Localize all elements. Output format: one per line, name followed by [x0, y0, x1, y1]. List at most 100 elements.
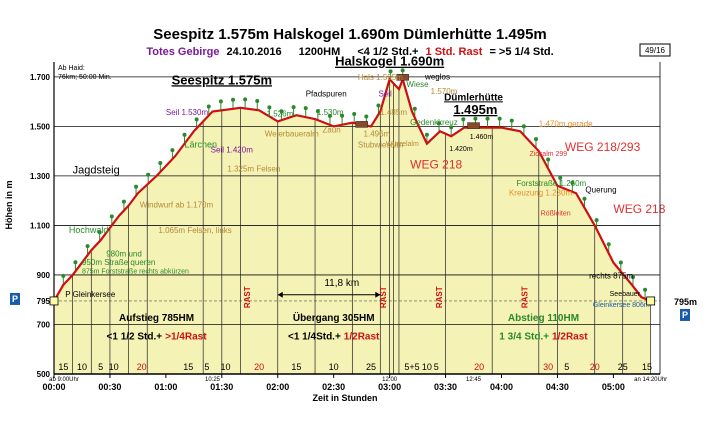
section-title-1: Übergang 305HM [293, 311, 375, 324]
annotation-layer: RAST RAST RAST RAST Seespitz 1.575m Halskogel… [58, 54, 665, 372]
annotation-33: Forststraße 1.260m [516, 179, 586, 188]
segment-minutes-4: 20 [137, 362, 147, 372]
annotation-23: Wiese [406, 80, 429, 89]
distance-arrow-left-head [277, 291, 283, 298]
rast-label-1: RAST [435, 286, 444, 308]
tree-crown [340, 113, 345, 118]
time-mark-1: 10:25 [205, 377, 221, 383]
y-axis-label: Höhen in m [4, 181, 14, 230]
tree-crown [424, 132, 429, 137]
tree-crown [558, 175, 563, 180]
annotation-12: 1.526m [267, 109, 294, 118]
annotation-29: WEG 218 [410, 157, 462, 171]
start-marker [49, 296, 59, 306]
x-tick-label-9: 04:30 [546, 382, 569, 392]
y-tick-label-1100: 1.100 [30, 221, 51, 230]
segment-minutes-10: 10 [329, 362, 339, 372]
annotation-5: 1.325m Felsen [227, 164, 280, 173]
tree-crown [400, 68, 405, 73]
tree-crown [449, 125, 454, 130]
segment-minutes-12: 5+5 [404, 362, 419, 372]
end-elevation-label: 795m [674, 297, 697, 307]
tree-crown [158, 160, 163, 165]
tree-crown [97, 230, 102, 235]
section-time-value-1: <1 1/4Std.+ [288, 331, 341, 342]
tree-crown [61, 273, 66, 278]
segment-minutes-15: 20 [474, 362, 484, 372]
segment-minutes-3: 10 [109, 362, 119, 372]
annotation-9: 950m Straße queren [82, 258, 155, 267]
x-tick-label-0: 00:00 [42, 382, 65, 392]
page-badge-box [639, 43, 671, 57]
peak-label-2: Dümlerhütte [444, 92, 503, 103]
tree-crown [73, 260, 78, 265]
annotation-19: Hals 1.595m [358, 73, 403, 82]
profile-line-layer [53, 74, 652, 303]
tree-crown [267, 105, 272, 110]
annotation-28: 1.460m [470, 134, 494, 141]
tree-crown [170, 148, 175, 153]
subtitle-hm: 1200HM [299, 46, 341, 58]
tree-crown [643, 287, 648, 292]
rast-label-2: RAST [379, 286, 388, 308]
subtitle-group: Totes Gebirge [146, 46, 219, 58]
x-axis-label: Zeit in Stunden [313, 393, 378, 403]
y-tick-label-700: 700 [37, 320, 51, 329]
segment-minutes-7: 10 [221, 362, 231, 372]
segment-minutes-11: 25 [366, 362, 376, 372]
annotation-1: Hochwald [69, 225, 109, 235]
tree-crown [618, 260, 623, 265]
annotation-31: 1.470m gerade [539, 119, 593, 128]
tree-crown [437, 121, 442, 126]
segment-minutes-0: 15 [58, 362, 68, 372]
rast-label-0: RAST [243, 286, 252, 308]
annotation-22: Wurzelalm [386, 141, 419, 148]
tree-crown [303, 106, 308, 111]
segment-minutes-5: 15 [183, 362, 193, 372]
annotation-41: 11,8 km [324, 278, 359, 289]
x-tick-label-8: 04:00 [490, 382, 513, 392]
segment-minutes-6: 5 [204, 362, 209, 372]
segment-minutes-14: 5 [434, 362, 439, 372]
page-badge: 49/16 [645, 46, 666, 55]
time-mark-4: an 14:20Uhr [634, 377, 667, 383]
section-title-0: Aufstieg 785HM [119, 313, 194, 324]
tree-crown [134, 184, 139, 189]
x-tick-label-4: 02:00 [266, 382, 289, 392]
y-tick-label-1500: 1.500 [30, 122, 51, 131]
segment-minutes-17: 5 [564, 362, 569, 372]
annotation-10: 875m Forststraße rechts abkürzen [82, 269, 189, 276]
tree-crown [546, 157, 551, 162]
parking-icon-right: P [682, 310, 688, 320]
distance-arrow-right-head [375, 291, 381, 298]
tree-crown [364, 114, 369, 119]
x-tick-label-5: 02:30 [322, 382, 345, 392]
tree-crown [497, 116, 502, 121]
segment-minutes-18: 20 [590, 362, 600, 372]
annotation-6: Windwurf ab 1.170m [140, 201, 214, 210]
annotation-40: Gleinkersee 806m [593, 302, 650, 309]
tree-crown [194, 117, 199, 122]
annotation-15: 1.530m [317, 108, 344, 117]
subtitle-date: 24.10.2016 [227, 46, 282, 58]
annotation-34: Kreuzung 1.230m [509, 189, 572, 198]
tree-crown [509, 118, 514, 123]
x-tick-label-6: 03:00 [378, 382, 401, 392]
parking-box-left [10, 292, 20, 305]
chart-title: Seespitz 1.575m Halskogel 1.690m Dümlerh… [153, 26, 547, 43]
section-time-value-2: 1 3/4 Std.+ [499, 331, 549, 342]
info-box-line-2: 76km; 50:00 Min. [58, 74, 112, 81]
annotation-20: Seil [378, 90, 392, 99]
annotation-37: WEG 218 [613, 202, 665, 216]
segment-minutes-16: 30 [543, 362, 553, 372]
annotation-13: Weierbaueralm [265, 129, 319, 138]
tree-crown [594, 218, 599, 223]
hut-icon-1 [467, 122, 480, 129]
section-title-2: Abstieg 110HM [508, 313, 579, 324]
time-mark-3: 12:45 [466, 377, 482, 383]
subtitle-time-b: = >5 1/4 Std. [489, 46, 553, 58]
tree-crown [291, 105, 296, 110]
tree-crown [521, 124, 526, 129]
annotation-2: Seil 1.530m [166, 108, 209, 117]
segment-minutes-19: 25 [618, 362, 628, 372]
